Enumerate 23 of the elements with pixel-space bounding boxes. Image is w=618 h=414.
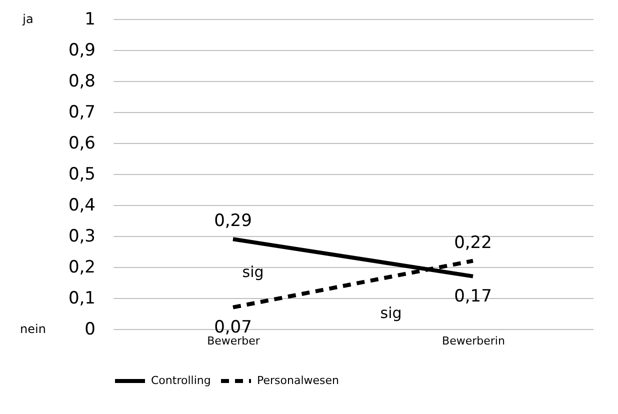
y-tick-label: 0,8: [68, 72, 96, 92]
y-tick-label: 0,7: [68, 102, 96, 122]
legend-label: Controlling: [151, 374, 211, 387]
legend-label: Personalwesen: [257, 374, 340, 387]
y-tick-label: 0,1: [68, 288, 96, 308]
y-tick-label: 0,9: [68, 40, 96, 60]
annotation: sig: [242, 263, 264, 281]
y-tick-label: 0: [84, 320, 96, 340]
data-label: 0,29: [214, 211, 252, 232]
data-label: 0,17: [454, 286, 492, 306]
y-tick-label: 0,3: [68, 226, 96, 246]
text: nein: [20, 322, 46, 336]
y-tick-label: 0,6: [68, 134, 96, 154]
data-label: 0,07: [214, 317, 252, 338]
text: ja: [22, 12, 34, 26]
x-tick-label: Bewerberin: [442, 334, 505, 348]
y-tick-label: 0,4: [68, 196, 96, 216]
annotation: sig: [380, 304, 402, 322]
y-tick-label: 0,2: [68, 258, 96, 278]
data-label: 0,22: [454, 232, 492, 253]
x-tick-label: Bewerber: [207, 334, 260, 348]
y-tick-label: 0,5: [68, 164, 96, 184]
y-tick-label: 1: [84, 10, 96, 30]
